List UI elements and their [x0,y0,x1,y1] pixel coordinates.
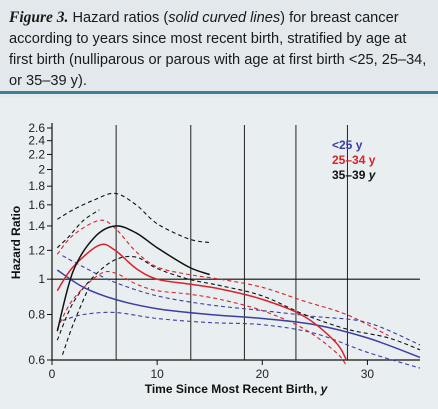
y-tick-label: 1.2 [28,243,45,257]
y-tick-label: 2.6 [28,121,45,135]
legend-entry: 35–39 y [332,168,377,182]
ci-upper-line-series-1 [56,219,389,337]
caption-emphasis: solid curved lines [168,10,281,26]
y-tick-label: 0.6 [28,353,45,367]
ci-lower-line-series-1 [56,270,347,366]
hazard-ratio-line-series-2 [56,225,210,332]
x-tick-label: 0 [49,367,56,381]
caption-label: Figure 3. [9,9,69,26]
figure-caption: Figure 3. Hazard ratios (solid curved li… [0,0,438,94]
x-axis-title: Time Since Most Recent Birth, y [145,382,329,396]
y-tick-label: 2.4 [28,134,45,148]
legend-entry: 25–34 y [332,153,376,167]
y-tick-label: 1.6 [28,198,45,212]
y-tick-label: 1.8 [28,179,45,193]
y-tick-label: 2.2 [28,147,45,161]
caption-text-1: Hazard ratios ( [68,10,169,26]
caption-text-2: ) for breast cancer according to years s… [9,10,427,89]
chart-area: 0.6 0.8 1 1.2 1.4 1.6 1.8 2 2.2 2.4 2.6 0 10 20 30 Time… [0,97,438,409]
x-tick-label: 30 [361,367,375,381]
x-tick-label: 10 [150,367,164,381]
hazard-ratio-chart: 0.6 0.8 1 1.2 1.4 1.6 1.8 2 2.22.42.6 0 10 20 30 Time… [9,121,421,396]
ci-upper-line-series-2 [57,192,210,244]
y-tick-label: 1 [38,272,45,286]
ci-lower-line-series-2 [56,255,421,351]
hazard-ratio-line-series-1 [56,243,348,361]
ci-extra-line-series-2-1 [61,287,90,355]
ci-lower-line-series-0 [62,311,421,369]
legend-entry: <25 y [332,138,363,152]
x-tick-label: 20 [256,367,270,381]
y-tick-label: 0.8 [28,307,45,321]
ci-upper-line-series-0 [62,255,421,346]
y-tick-label: 2 [38,163,45,177]
y-axis-title: Hazard Ratio [9,206,23,279]
hazard-ratio-line-series-0 [56,269,421,359]
y-tick-label: 1.4 [28,219,45,233]
